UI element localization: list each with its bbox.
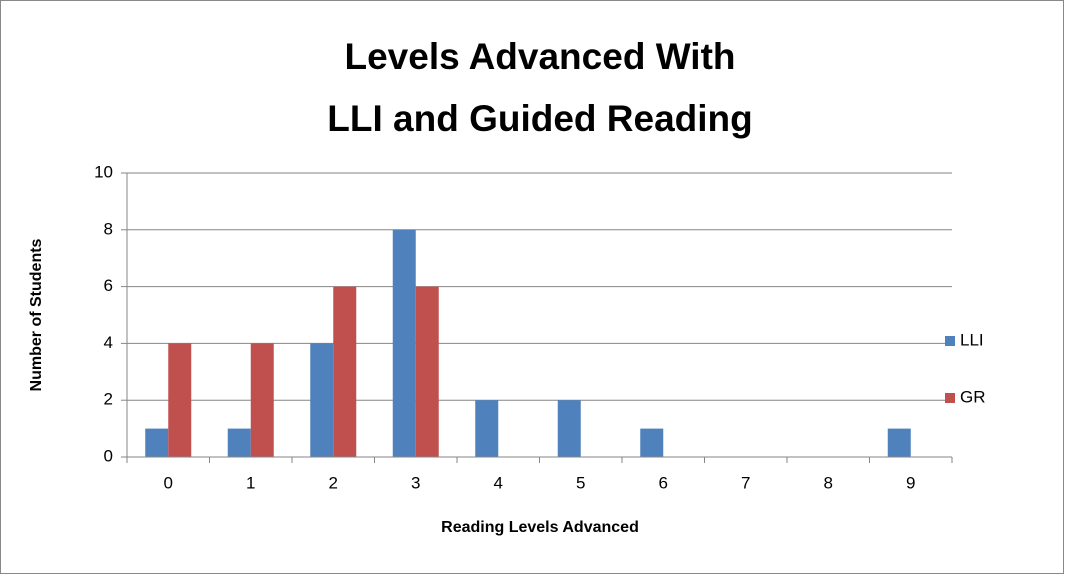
x-tick-label: 2	[329, 473, 338, 492]
chart-title: Levels Advanced With	[344, 36, 735, 77]
bar	[887, 428, 911, 457]
x-tick-label: 8	[824, 473, 833, 492]
bar	[640, 428, 664, 457]
bar	[557, 400, 581, 457]
x-tick-label: 6	[659, 473, 668, 492]
x-tick-label: 5	[576, 473, 585, 492]
chart-title: LLI and Guided Reading	[327, 98, 753, 139]
bar	[333, 286, 357, 457]
legend-label: LLI	[960, 330, 984, 349]
x-axis-title: Reading Levels Advanced	[441, 519, 639, 536]
x-tick-label: 3	[411, 473, 420, 492]
bar	[392, 229, 416, 457]
bar	[168, 343, 192, 457]
bar	[250, 343, 274, 457]
bar	[310, 343, 334, 457]
legend-swatch	[945, 336, 955, 346]
bar	[475, 400, 499, 457]
y-tick-label: 4	[104, 333, 113, 352]
y-tick-label: 10	[94, 162, 113, 181]
legend-label: GR	[960, 387, 986, 406]
y-tick-label: 0	[104, 446, 113, 465]
x-tick-label: 9	[906, 473, 915, 492]
x-tick-label: 4	[494, 473, 503, 492]
bar	[227, 428, 251, 457]
y-axis-title: Number of Students	[28, 238, 45, 391]
y-tick-label: 6	[104, 276, 113, 295]
y-tick-label: 8	[104, 219, 113, 238]
x-tick-label: 0	[164, 473, 173, 492]
x-tick-label: 1	[246, 473, 255, 492]
y-tick-label: 2	[104, 390, 113, 409]
x-tick-label: 7	[741, 473, 750, 492]
bar	[145, 428, 169, 457]
bar	[415, 286, 439, 457]
legend-swatch	[945, 393, 955, 403]
